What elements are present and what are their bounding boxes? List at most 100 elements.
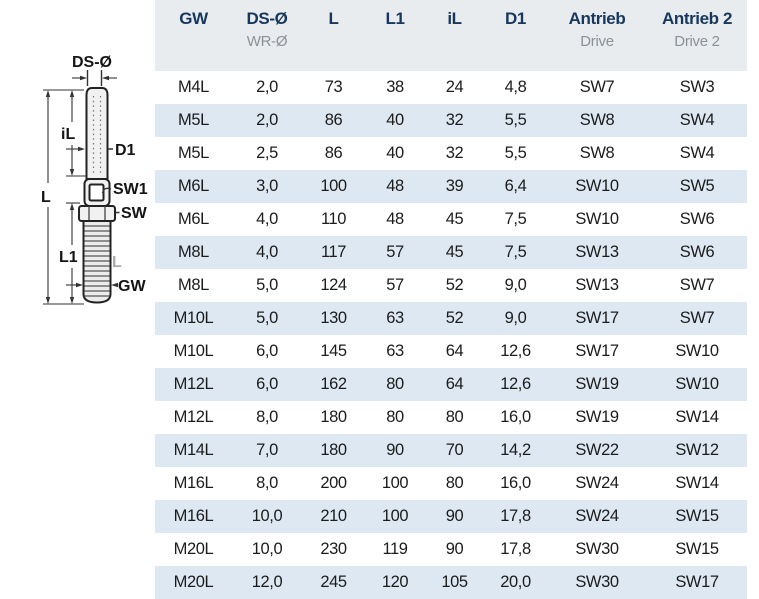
column-header: Antrieb Drive [547, 0, 647, 71]
table-row: M20L 12,0 245 120 105 20,0 SW30 SW17 [155, 566, 747, 599]
table-cell: 86 [302, 104, 365, 137]
table-cell: SW30 [547, 566, 647, 599]
table-cell: 80 [365, 368, 425, 401]
table-cell: SW14 [675, 474, 719, 492]
table-cell: 48 [386, 210, 404, 228]
table-cell: SW24 [547, 500, 647, 533]
table-cell: 4,0 [256, 210, 278, 228]
technical-drawing: DS-Ø iL D1 SW1 SW L L1 L GW [0, 0, 170, 330]
table-cell: 5,5 [484, 104, 547, 137]
table-cell: M16L [173, 474, 214, 492]
table-cell: M12L [173, 408, 214, 426]
table-cell: 105 [425, 566, 484, 599]
column-header: D1 [484, 0, 547, 71]
table-cell: 120 [365, 566, 425, 599]
table-cell: SW3 [679, 78, 715, 96]
table-cell: SW4 [647, 104, 747, 137]
table-cell: 20,0 [484, 566, 547, 599]
column-sublabel: Drive [580, 33, 614, 50]
table-cell: SW10 [575, 210, 619, 228]
table-cell: 100 [381, 474, 409, 492]
column-header: DS-Ø WR-Ø [232, 0, 302, 71]
table-cell: 162 [302, 368, 365, 401]
table-row: M10L 6,0 145 63 64 12,6 SW17 SW10 [155, 335, 747, 368]
table-cell: M14L [155, 434, 232, 467]
table-cell: 10,0 [251, 540, 283, 558]
column-header: GW [155, 0, 232, 71]
table-cell: 17,8 [484, 500, 547, 533]
table-cell: 16,0 [500, 474, 531, 492]
table-cell: 16,0 [500, 408, 531, 426]
table-cell: 145 [320, 342, 347, 360]
column-label: iL [447, 9, 462, 28]
table-cell: 80 [386, 408, 404, 426]
table-cell: 4,0 [232, 236, 302, 269]
table-cell: 6,4 [484, 170, 547, 203]
table-cell: 90 [445, 540, 464, 558]
table-cell: 124 [320, 276, 347, 294]
table-cell: 9,0 [504, 276, 527, 294]
table-cell: SW10 [547, 170, 647, 203]
label-ds-diameter: DS-Ø [72, 54, 112, 71]
table-row: M12L 8,0 180 80 80 16,0 SW19 SW14 [155, 401, 747, 434]
label-thread-length: L [112, 254, 122, 271]
dimension-lines [43, 70, 120, 305]
table-cell: SW17 [547, 302, 647, 335]
table-cell: 10,0 [232, 500, 302, 533]
column-sublabel: Drive 2 [674, 33, 720, 50]
table-cell: M12L [155, 368, 232, 401]
table-cell: 90 [365, 434, 425, 467]
table-cell: 180 [320, 408, 347, 426]
table-row: M10L 5,0 130 63 52 9,0 SW17 SW7 [155, 302, 747, 335]
table-cell: 64 [425, 368, 484, 401]
table-cell: 7,0 [232, 434, 302, 467]
table-cell: 6,0 [232, 368, 302, 401]
column-sublabel [365, 33, 425, 51]
column-header: Antrieb 2 Drive 2 [647, 0, 747, 71]
table-cell: 52 [445, 276, 464, 294]
label-d1-diameter: D1 [115, 142, 136, 159]
table-cell: SW12 [647, 434, 747, 467]
spec-table-header: GW DS-Ø WR-Ø L L1 iL D1 Antrieb Drive Antrieb 2 Dr… [155, 0, 747, 71]
table-cell: 17,8 [500, 540, 531, 558]
swage-stud-illustration [78, 87, 116, 304]
table-row: M12L 6,0 162 80 64 12,6 SW19 SW10 [155, 368, 747, 401]
table-row: M6L 4,0 110 48 45 7,5 SW10 SW6 [155, 203, 747, 236]
table-cell: 2,5 [256, 144, 278, 162]
table-cell: SW14 [675, 408, 719, 426]
table-cell: 5,5 [504, 144, 527, 162]
table-cell: SW13 [575, 276, 619, 294]
table-cell: M20L [155, 566, 232, 599]
table-cell: 45 [425, 236, 484, 269]
table-cell: 57 [365, 236, 425, 269]
table-cell: SW15 [675, 540, 719, 558]
table-cell: 210 [302, 500, 365, 533]
tube-body [85, 87, 109, 180]
label-sw-nut: SW [121, 205, 148, 222]
column-sublabel: WR-Ø [246, 33, 288, 50]
table-row: M20L 10,0 230 119 90 17,8 SW30 SW15 [155, 533, 747, 566]
table-cell: 52 [425, 302, 484, 335]
table-row: M4L 2,0 73 38 24 4,8 SW7 SW3 [155, 71, 747, 104]
column-sublabel [155, 33, 232, 51]
table-cell: M10L [173, 342, 214, 360]
table-cell: 4,8 [504, 78, 527, 96]
table-cell: SW10 [647, 368, 747, 401]
label-overall-length: L [41, 189, 51, 206]
table-cell: M8L [178, 276, 209, 294]
column-header: L [302, 0, 365, 71]
threaded-rod [82, 220, 112, 304]
column-sublabel [484, 33, 547, 51]
table-cell: 40 [386, 144, 404, 162]
column-sublabel [425, 33, 484, 51]
table-cell: 245 [302, 566, 365, 599]
table-cell: SW17 [647, 566, 747, 599]
table-cell: 57 [386, 276, 404, 294]
column-label: L1 [385, 9, 405, 28]
table-cell: 6,0 [256, 342, 278, 360]
table-cell: M5L [155, 104, 232, 137]
table-cell: M5L [178, 144, 209, 162]
table-cell: SW7 [579, 78, 615, 96]
table-cell: SW8 [547, 104, 647, 137]
table-cell: 86 [324, 144, 343, 162]
